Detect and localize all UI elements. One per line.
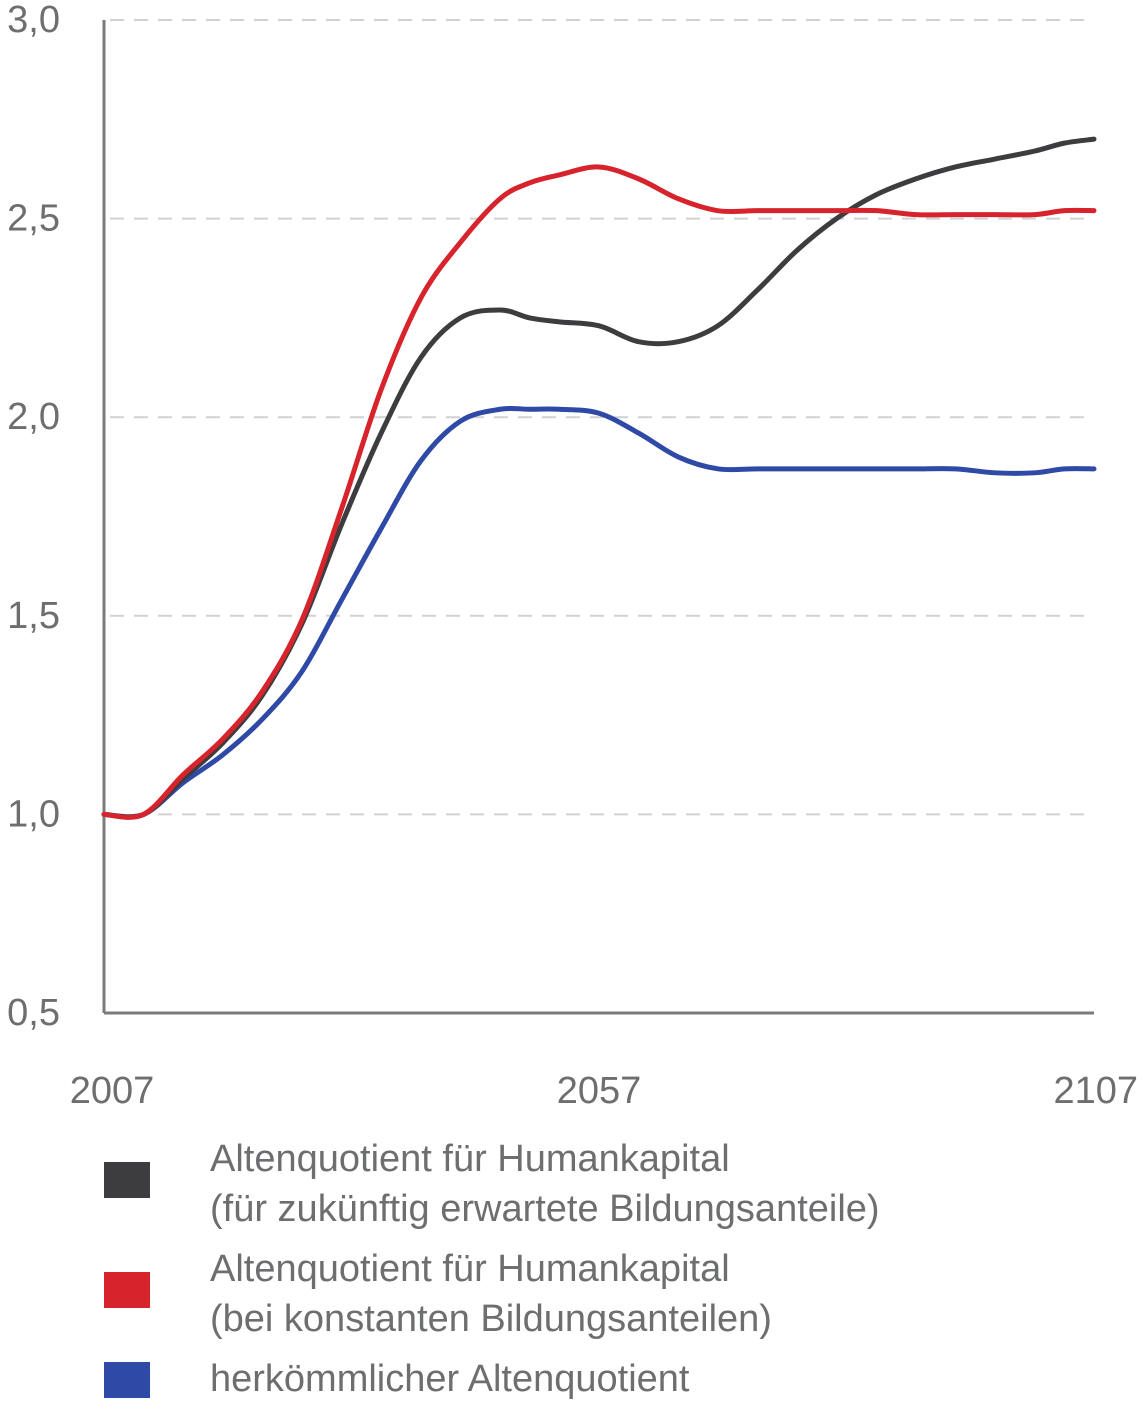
series-lines [101, 136, 1097, 820]
y-tick-labels: 0,5 1,0 1,5 2,0 2,5 3,0 [7, 0, 60, 1034]
line-chart: 0,5 1,0 1,5 2,0 2,5 3,0 2007 2057 2107 [7, 0, 1138, 1112]
legend-swatch-series-2 [104, 1272, 150, 1308]
y-tick-label: 2,5 [7, 198, 60, 240]
legend-label-series-2: Altenquotient für Humankapital (bei kons… [210, 1244, 772, 1344]
series-line-1 [101, 136, 1097, 820]
legend-label-series-2-line-1: Altenquotient für Humankapital [210, 1248, 730, 1290]
axes [102, 20, 1094, 1015]
y-tick-label: 2,0 [7, 396, 60, 438]
legend-label-series-1-line-1: Altenquotient für Humankapital [210, 1138, 730, 1180]
x-tick-labels: 2007 2057 2107 [70, 1070, 1138, 1112]
y-tick-label: 0,5 [7, 992, 60, 1034]
x-tick-label: 2057 [557, 1070, 642, 1112]
legend-swatch-series-1 [104, 1162, 150, 1198]
legend-swatch-series-3 [104, 1362, 150, 1398]
y-tick-label: 3,0 [7, 0, 60, 41]
y-tick-label: 1,5 [7, 595, 60, 637]
legend-label-series-3: herkömmlicher Altenquotient [210, 1354, 689, 1404]
legend-label-series-1-line-2: (für zukünftig erwartete Bildungsanteile… [210, 1188, 880, 1230]
series-line-3 [101, 405, 1097, 820]
legend-label-series-1: Altenquotient für Humankapital (für zukü… [210, 1134, 880, 1234]
legend-label-series-3-line-1: herkömmlicher Altenquotient [210, 1358, 690, 1400]
x-tick-label: 2007 [70, 1070, 155, 1112]
y-tick-label: 1,0 [7, 793, 60, 835]
series-line-2 [101, 164, 1097, 820]
legend-label-series-2-line-2: (bei konstanten Bildungsanteilen) [210, 1298, 772, 1340]
grid-lines [110, 19, 1094, 816]
x-tick-label: 2107 [1053, 1070, 1138, 1112]
